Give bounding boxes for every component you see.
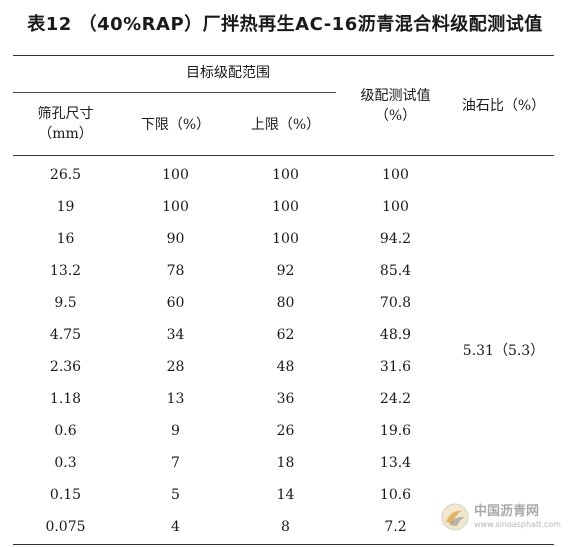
table-row: 1.18 13 36 24.2: [0, 383, 570, 415]
lower-cell: 4: [171, 519, 180, 535]
watermark: 中国沥青网 www.sinoasphalt.com: [440, 499, 562, 535]
table-row: 16 90 100 94.2: [0, 223, 570, 255]
sieve-cell: 16: [56, 231, 75, 247]
lower-cell: 100: [162, 167, 189, 183]
watermark-name: 中国沥青网: [474, 504, 540, 519]
measured-cell: 94.2: [379, 231, 412, 247]
lower-cell: 28: [166, 359, 185, 375]
sieve-header-line2: （mm）: [38, 126, 93, 142]
header-bottom-rule: [13, 155, 554, 156]
measured-cell: 100: [382, 167, 409, 183]
sieve-header-line1: 筛孔尺寸: [37, 106, 94, 122]
lower-cell: 9: [171, 423, 180, 439]
upper-cell: 62: [276, 327, 295, 343]
table-row: 2.36 28 48 31.6: [0, 351, 570, 383]
top-rule: [13, 55, 554, 56]
bottom-rule: [13, 544, 554, 545]
measured-cell: 24.2: [379, 391, 412, 407]
sieve-cell: 0.3: [54, 455, 77, 471]
sieve-cell: 19: [56, 199, 75, 215]
group-underline: [13, 92, 336, 93]
measured-header-line1: 级配测试值: [360, 88, 431, 104]
table-row: 9.5 60 80 70.8: [0, 287, 570, 319]
lower-cell: 34: [166, 327, 185, 343]
sieve-cell: 1.18: [49, 391, 82, 407]
measured-cell: 31.6: [379, 359, 412, 375]
sieve-cell: 2.36: [49, 359, 82, 375]
measured-cell: 70.8: [379, 295, 412, 311]
oil-ratio-value: 5.31（5.3）: [462, 343, 545, 359]
measured-cell: 7.2: [384, 519, 407, 535]
measured-cell: 10.6: [379, 487, 412, 503]
sieve-cell: 13.2: [49, 263, 82, 279]
lower-cell: 7: [171, 455, 180, 471]
sieve-header: 筛孔尺寸 （mm）: [13, 104, 118, 144]
lower-cell: 78: [166, 263, 185, 279]
upper-cell: 92: [276, 263, 295, 279]
upper-cell: 8: [281, 519, 290, 535]
measured-cell: 48.9: [379, 327, 412, 343]
measured-cell: 85.4: [379, 263, 412, 279]
sieve-cell: 0.15: [49, 487, 82, 503]
sieve-cell: 0.075: [45, 519, 86, 535]
table-title: 表12 （40%RAP）厂拌热再生AC-16沥青混合料级配测试值: [27, 14, 543, 35]
upper-cell: 100: [272, 167, 299, 183]
table-row: 26.5 100 100 100: [0, 159, 570, 191]
table-row: 4.75 34 62 48.9: [0, 319, 570, 351]
table-row: 13.2 78 92 85.4: [0, 255, 570, 287]
upper-limit-header: 上限（%）: [250, 117, 321, 133]
lower-cell: 90: [166, 231, 185, 247]
sieve-cell: 0.6: [54, 423, 77, 439]
upper-cell: 80: [276, 295, 295, 311]
upper-cell: 100: [272, 199, 299, 215]
measured-cell: 19.6: [379, 423, 412, 439]
upper-cell: 14: [276, 487, 295, 503]
table-row: 0.075 4 8 7.2: [0, 511, 570, 543]
lower-cell: 60: [166, 295, 185, 311]
measured-header: 级配测试值 （%）: [338, 86, 453, 126]
oil-ratio-header: 油石比（%）: [461, 98, 546, 114]
lower-cell: 100: [162, 199, 189, 215]
table-row: 19 100 100 100: [0, 191, 570, 223]
table-row: 0.3 7 18 13.4: [0, 447, 570, 479]
measured-header-line2: （%）: [374, 108, 417, 124]
measured-cell: 100: [382, 199, 409, 215]
sinoasphalt-logo-icon: [441, 503, 469, 531]
group-header: 目标级配范围: [186, 65, 270, 81]
lower-cell: 13: [166, 391, 185, 407]
lower-cell: 5: [171, 487, 180, 503]
upper-cell: 48: [276, 359, 295, 375]
watermark-text: 中国沥青网 www.sinoasphalt.com: [474, 505, 561, 529]
sieve-cell: 26.5: [49, 167, 82, 183]
upper-cell: 100: [272, 231, 299, 247]
table-row: 0.6 9 26 19.6: [0, 415, 570, 447]
sieve-cell: 4.75: [49, 327, 82, 343]
lower-limit-header: 下限（%）: [140, 117, 211, 133]
table-row: 0.15 5 14 10.6: [0, 479, 570, 511]
upper-cell: 36: [276, 391, 295, 407]
upper-cell: 18: [276, 455, 295, 471]
upper-cell: 26: [276, 423, 295, 439]
sieve-cell: 9.5: [54, 295, 77, 311]
watermark-url: www.sinoasphalt.com: [474, 520, 561, 529]
measured-cell: 13.4: [379, 455, 412, 471]
